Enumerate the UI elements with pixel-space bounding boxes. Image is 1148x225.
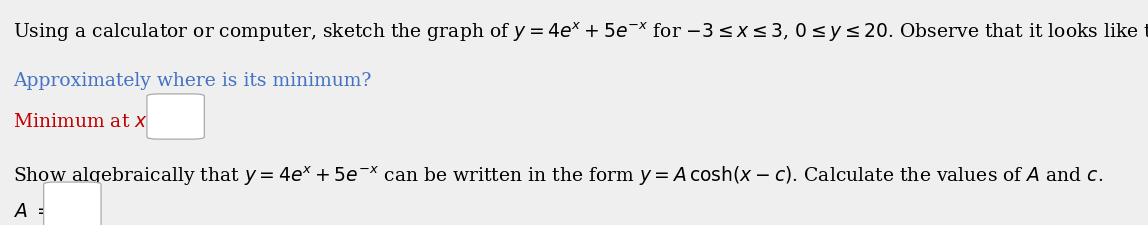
Text: Approximately where is its minimum?: Approximately where is its minimum? bbox=[13, 72, 371, 90]
Text: $A$ $=$: $A$ $=$ bbox=[13, 202, 52, 220]
Text: Minimum at $x$ $=$: Minimum at $x$ $=$ bbox=[13, 112, 171, 130]
Text: Show algebraically that $y = 4e^{x} + 5e^{-x}$ can be written in the form $y = A: Show algebraically that $y = 4e^{x} + 5e… bbox=[13, 164, 1103, 188]
FancyBboxPatch shape bbox=[44, 182, 101, 225]
Text: Using a calculator or computer, sketch the graph of $y = 4e^{x} + 5e^{-x}$ for $: Using a calculator or computer, sketch t… bbox=[13, 20, 1148, 44]
FancyBboxPatch shape bbox=[147, 94, 204, 140]
